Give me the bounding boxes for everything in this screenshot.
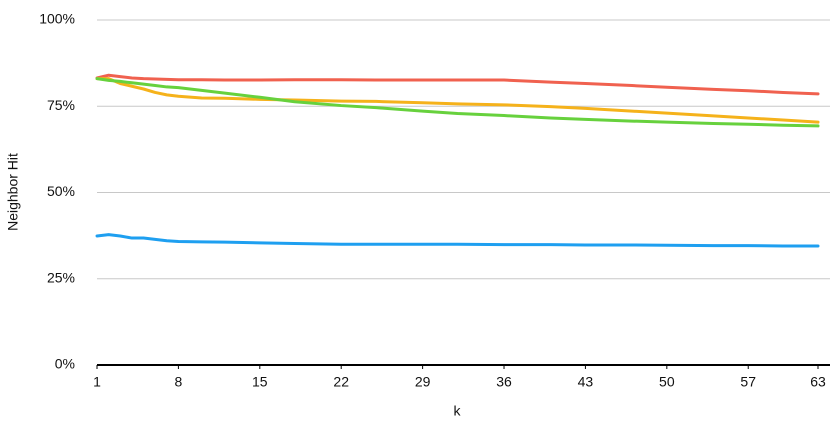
x-tick-label: 15	[252, 374, 268, 390]
x-tick-label: 63	[810, 374, 826, 390]
series-line	[95, 77, 820, 124]
series-line	[95, 233, 820, 248]
y-tick-label: 100%	[39, 11, 75, 27]
series-line	[95, 77, 820, 128]
x-tick-label: 8	[175, 374, 183, 390]
x-tick-label: 57	[740, 374, 756, 390]
x-tick-label: 50	[659, 374, 675, 390]
y-tick-label: 50%	[47, 183, 75, 199]
y-axis-label: Neighbor Hit	[5, 153, 21, 231]
y-tick-label: 75%	[47, 97, 75, 113]
x-tick-label: 22	[333, 374, 349, 390]
series-line	[95, 73, 820, 96]
x-tick-label: 29	[415, 374, 431, 390]
x-tick-label: 43	[578, 374, 594, 390]
y-tick-label: 25%	[47, 269, 75, 285]
x-axis-label: k	[454, 403, 462, 419]
x-tick-label: 1	[93, 374, 101, 390]
x-tick-label: 36	[496, 374, 512, 390]
y-tick-label: 0%	[55, 356, 75, 372]
